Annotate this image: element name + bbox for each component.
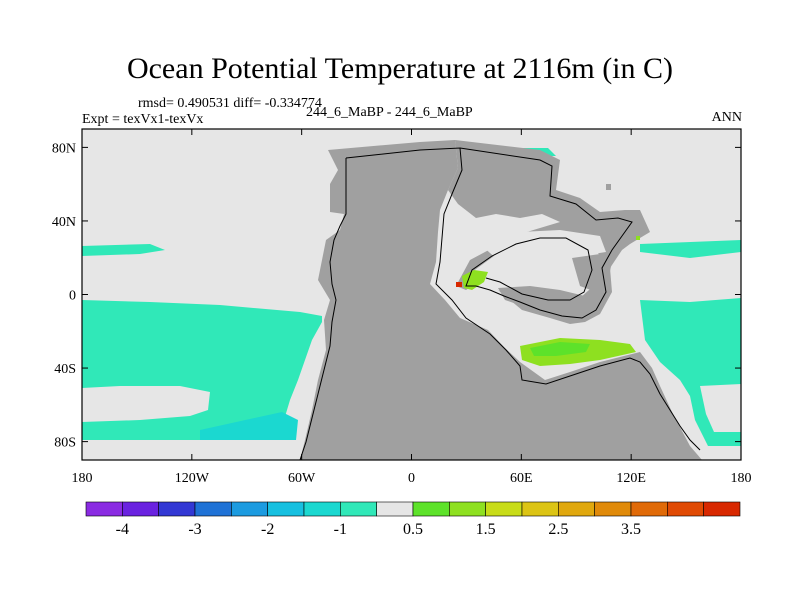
chart-title: Ocean Potential Temperature at 2116m (in… [126, 52, 674, 85]
colorbar-swatch [231, 501, 268, 517]
x-tick-label: 180 [731, 471, 752, 486]
colorbar-swatch [630, 501, 668, 517]
colorbar-swatch [85, 501, 123, 517]
y-tick-label: 0 [69, 289, 76, 304]
warming-spot-east [636, 236, 640, 240]
colorbar: -4 -3 -2 -1 0.5 1.5 2.5 3.5 [85, 501, 741, 538]
colorbar-swatch [667, 501, 704, 517]
ocean-inner-north [480, 230, 606, 262]
warming-region-tethys [462, 270, 488, 290]
map-area [82, 129, 741, 460]
x-axis: 180 120W 60W 0 60E 120E 180 [72, 129, 752, 486]
coastline-main [299, 147, 701, 460]
ocean-near-zero-patch-se [700, 384, 741, 432]
y-tick-label: 80S [54, 436, 76, 451]
colorbar-swatch [703, 501, 741, 517]
colorbar-swatch [412, 501, 450, 517]
colorbar-swatch [122, 501, 159, 517]
case-label: 244_6_MaBP - 244_6_MaBP [306, 105, 473, 120]
colorbar-swatch [158, 501, 196, 517]
colorbar-swatch [521, 501, 559, 517]
colorbar-swatch [449, 501, 486, 517]
warming-hotspot [456, 282, 462, 287]
colorbar-swatch [340, 501, 377, 517]
x-tick-label: 120W [175, 471, 210, 486]
y-tick-label: 40N [52, 215, 76, 230]
colorbar-swatch [267, 501, 305, 517]
ocean-near-zero-patch-sw [82, 386, 210, 422]
expt-label: Expt = texVx1-texVx [82, 112, 204, 127]
x-tick-label: 120E [616, 471, 646, 486]
x-tick-label: 180 [72, 471, 93, 486]
x-tick-label: 60W [288, 471, 316, 486]
stats-label: rmsd= 0.490531 diff= -0.334774 [138, 96, 322, 111]
colorbar-label: 1.5 [476, 521, 496, 538]
colorbar-label: -3 [188, 521, 201, 538]
colorbar-label: 3.5 [621, 521, 641, 538]
coastline-eurasia [459, 147, 633, 319]
warming-region-south-core [530, 342, 590, 356]
colorbar-label: -2 [261, 521, 274, 538]
y-axis: 80N 40N 0 40S 80S [52, 141, 741, 451]
land-small-island [606, 184, 611, 190]
colorbar-swatch [485, 501, 523, 517]
y-tick-label: 80N [52, 141, 76, 156]
colorbar-swatch [594, 501, 632, 517]
land-east-island [572, 254, 612, 292]
cooling-region-north-pacific-band [82, 244, 165, 256]
colorbar-label: 0.5 [403, 521, 423, 538]
x-tick-label: 0 [408, 471, 415, 486]
cooling-region-north-east [640, 240, 741, 258]
colorbar-swatch [303, 501, 341, 517]
x-tick-label: 60E [510, 471, 533, 486]
y-tick-label: 40S [54, 362, 76, 377]
cooling-region-south-pacific-deep [200, 412, 298, 440]
colorbar-swatch [558, 501, 595, 517]
colorbar-label: -4 [116, 521, 129, 538]
colorbar-swatch [194, 501, 232, 517]
colorbar-label: -1 [334, 521, 347, 538]
land-americas-africa [300, 140, 702, 460]
season-label: ANN [711, 110, 742, 125]
colorbar-swatch [376, 501, 414, 517]
colorbar-label: 2.5 [548, 521, 568, 538]
